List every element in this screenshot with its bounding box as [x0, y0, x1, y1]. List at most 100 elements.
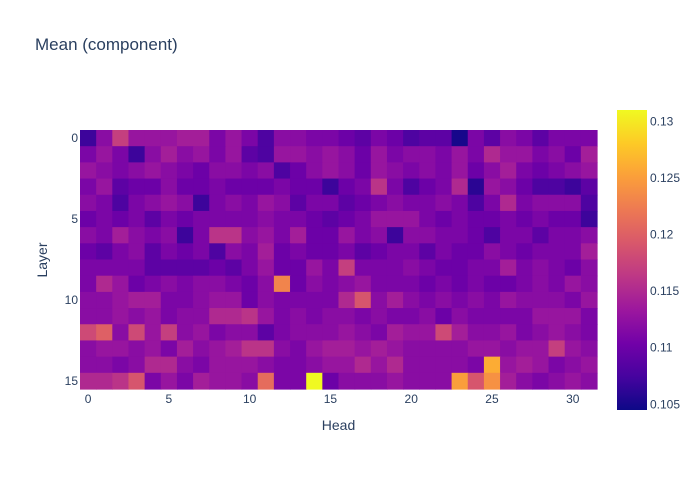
heatmap-cell	[290, 324, 307, 342]
heatmap-cell	[209, 340, 227, 358]
heatmap-cell	[193, 356, 210, 374]
heatmap-cell	[144, 324, 162, 342]
heatmap-cell	[160, 227, 178, 244]
heatmap-cell	[386, 146, 404, 163]
heatmap-cell	[80, 178, 97, 196]
heatmap-cell	[354, 243, 372, 261]
heatmap-cell	[306, 210, 323, 228]
heatmap-cell	[386, 259, 404, 277]
heatmap-cell	[516, 259, 533, 277]
heatmap-cell	[548, 372, 566, 390]
heatmap-cell	[273, 210, 291, 228]
heatmap-cell	[403, 372, 420, 390]
heatmap-cell	[290, 130, 307, 147]
heatmap-cell	[435, 194, 453, 212]
heatmap-cell	[241, 146, 259, 163]
heatmap-cell	[273, 243, 291, 261]
heatmap-cell	[370, 291, 388, 309]
heatmap-cell	[451, 243, 469, 261]
heatmap-cell	[257, 194, 275, 212]
heatmap-cell	[160, 340, 178, 358]
heatmap-cell	[516, 146, 533, 163]
heatmap-cell	[225, 210, 243, 228]
heatmap-cell	[306, 162, 323, 180]
heatmap-cell	[290, 178, 307, 196]
heatmap-cell	[273, 275, 291, 293]
heatmap-cell	[128, 340, 146, 358]
heatmap-cell	[96, 243, 113, 261]
heatmap-cell	[322, 210, 340, 228]
heatmap-cell	[160, 291, 178, 309]
heatmap-cell	[370, 194, 388, 212]
heatmap-cell	[128, 308, 146, 325]
heatmap-cell	[580, 194, 598, 212]
heatmap-cell	[128, 227, 146, 244]
heatmap-cell	[500, 308, 517, 325]
heatmap-cell	[403, 146, 420, 163]
heatmap-cell	[516, 275, 533, 293]
heatmap-cell	[548, 162, 566, 180]
heatmap-cell	[483, 308, 501, 325]
heatmap-cell	[176, 291, 194, 309]
heatmap-cell	[96, 227, 113, 244]
heatmap-cell	[516, 227, 533, 244]
heatmap-cell	[144, 130, 162, 147]
heatmap-cell	[209, 372, 227, 390]
heatmap-cell	[209, 324, 227, 342]
heatmap-cell	[176, 324, 194, 342]
heatmap-cell	[160, 194, 178, 212]
heatmap-cell	[403, 210, 420, 228]
x-tick-label: 25	[485, 392, 499, 406]
x-tick-label: 5	[166, 392, 173, 406]
heatmap-cell	[564, 194, 582, 212]
heatmap-cell	[467, 308, 485, 325]
heatmap-cell	[370, 340, 388, 358]
heatmap-cell	[306, 324, 323, 342]
heatmap-cell	[225, 130, 243, 147]
heatmap-cell	[548, 308, 566, 325]
heatmap-cell	[80, 324, 97, 342]
heatmap-cell	[483, 178, 501, 196]
heatmap-cell	[322, 146, 340, 163]
heatmap-cell	[257, 130, 275, 147]
heatmap-cell	[96, 259, 113, 277]
heatmap-cell	[580, 210, 598, 228]
heatmap-cell	[160, 243, 178, 261]
heatmap-cell	[370, 372, 388, 390]
heatmap-cell	[257, 259, 275, 277]
heatmap-cell	[290, 356, 307, 374]
heatmap-cell	[419, 243, 437, 261]
heatmap-cell	[273, 324, 291, 342]
heatmap-cell	[467, 324, 485, 342]
heatmap-cell	[548, 324, 566, 342]
heatmap-cell	[386, 194, 404, 212]
heatmap-cell	[580, 227, 598, 244]
heatmap-cell	[144, 178, 162, 196]
heatmap-cell	[564, 340, 582, 358]
chart-title: Mean (component)	[35, 35, 178, 54]
heatmap-cell	[403, 275, 420, 293]
heatmap-cell	[322, 162, 340, 180]
heatmap-cell	[451, 227, 469, 244]
heatmap-cell	[354, 162, 372, 180]
heatmap-cell	[564, 275, 582, 293]
heatmap-cell	[548, 291, 566, 309]
heatmap-cell	[273, 291, 291, 309]
heatmap-cell	[419, 356, 437, 374]
heatmap-cell	[193, 275, 210, 293]
heatmap-cell	[290, 194, 307, 212]
heatmap-cell	[467, 130, 485, 147]
heatmap-cell	[176, 130, 194, 147]
heatmap-cell	[322, 275, 340, 293]
heatmap-cell	[403, 130, 420, 147]
heatmap-cell	[209, 146, 227, 163]
heatmap-cell	[241, 324, 259, 342]
heatmap-cell	[225, 275, 243, 293]
heatmap-cell	[273, 356, 291, 374]
heatmap-cell	[532, 162, 550, 180]
heatmap-cell	[500, 178, 517, 196]
heatmap-cell	[403, 356, 420, 374]
heatmap-cell	[128, 275, 146, 293]
heatmap-cell	[564, 130, 582, 147]
heatmap-cell	[209, 308, 227, 325]
